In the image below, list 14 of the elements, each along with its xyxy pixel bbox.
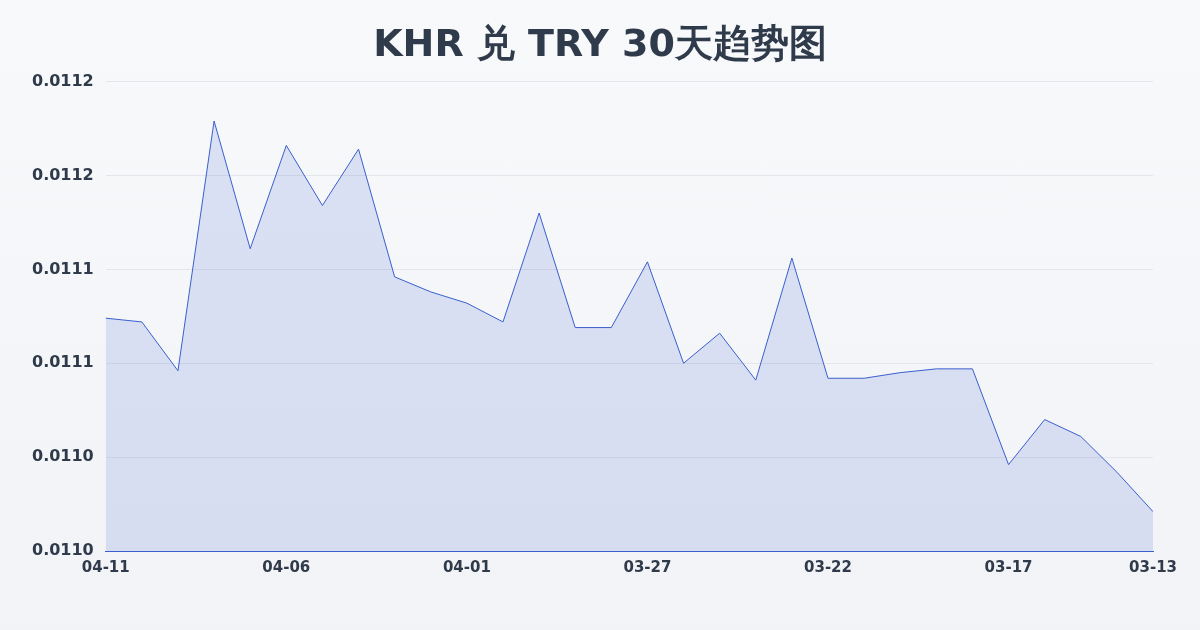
y-tick-label: 0.0111 (31, 352, 94, 372)
y-tick-label: 0.0112 (31, 70, 94, 90)
x-tick-label: 04-01 (442, 557, 491, 576)
x-tick-label: 03-22 (804, 557, 852, 576)
y-tick-label: 0.0110 (31, 446, 94, 466)
y-tick-label: 0.0111 (31, 258, 94, 278)
x-tick-label: 03-17 (984, 557, 1033, 576)
x-tick-label: 04-06 (262, 557, 311, 576)
y-tick-label: 0.0110 (31, 540, 94, 560)
y-tick-label: 0.0112 (31, 164, 94, 184)
x-tick-label: 03-27 (623, 557, 672, 576)
x-tick-label: 04-11 (81, 557, 130, 576)
chart-title: KHR 兑 TRY 30天趋势图 (372, 20, 828, 67)
x-tick-label: 03-13 (1129, 557, 1178, 576)
